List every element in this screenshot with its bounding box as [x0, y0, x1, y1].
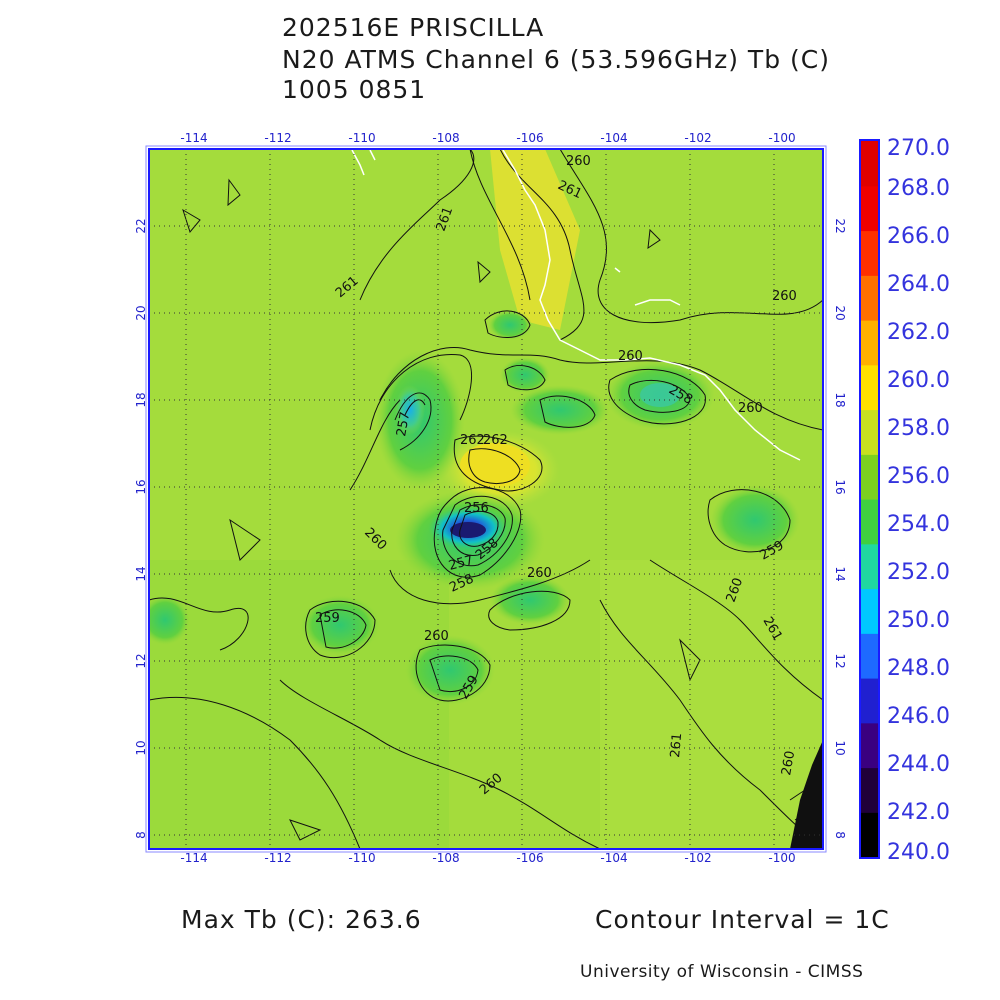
lon-label: -106 [516, 131, 543, 145]
lon-label: -100 [768, 851, 795, 865]
colorbar-segment [861, 185, 878, 232]
lat-label: 8 [833, 831, 847, 839]
contour-label: 260 [424, 629, 449, 644]
colorbar-segment [861, 543, 878, 590]
lat-label: 20 [134, 305, 148, 320]
lat-label: 22 [833, 218, 847, 233]
colorbar-gradient [861, 141, 878, 858]
contour-label: 259 [315, 611, 340, 626]
lon-label: -114 [180, 131, 207, 145]
lon-label: -112 [264, 851, 291, 865]
colorbar-label: 262.0 [887, 320, 950, 345]
contour-label: 260 [566, 154, 591, 169]
lon-label: -102 [684, 131, 711, 145]
lon-label: -102 [684, 851, 711, 865]
contour-label: 260 [772, 289, 797, 304]
lat-label: 8 [134, 831, 148, 839]
lat-labels-left: 8 10 12 14 16 18 20 22 [134, 218, 148, 838]
colorbar-segment [861, 588, 878, 634]
title-storm-name: 202516E PRISCILLA [282, 13, 545, 42]
colorbar-segment [861, 767, 878, 813]
lat-label: 20 [833, 305, 847, 320]
colorbar-segment [861, 275, 878, 321]
contour-label: 257 [447, 553, 475, 574]
lon-labels-bottom: -114 -112 -110 -108 -106 -104 -102 -100 [180, 851, 795, 865]
colorbar-segment [861, 499, 878, 545]
lon-label: -104 [600, 851, 627, 865]
max-tb-text: Max Tb (C): 263.6 [181, 905, 422, 934]
lat-label: 10 [134, 740, 148, 755]
colorbar-label: 250.0 [887, 608, 950, 633]
credit-text: University of Wisconsin - CIMSS [580, 962, 864, 982]
lat-label: 16 [134, 479, 148, 494]
contour-label: 262 [460, 433, 485, 448]
colorbar-label: 264.0 [887, 272, 950, 297]
colorbar-label: 260.0 [887, 368, 950, 393]
lat-labels-right: 8 10 12 14 16 18 20 22 [833, 218, 847, 838]
lon-labels-top: -114 -112 -110 -108 -106 -104 -102 -100 [180, 131, 795, 145]
title-datetime: 1005 0851 [282, 75, 427, 104]
lon-label: -114 [180, 851, 207, 865]
colorbar-segment [861, 722, 878, 769]
colorbar-label: 268.0 [887, 176, 950, 201]
lat-label: 18 [833, 392, 847, 407]
contour-label: 256 [464, 501, 489, 516]
colorbar-segment [861, 141, 878, 187]
lon-label: -108 [432, 851, 459, 865]
colorbar-labels: 270.0 268.0 266.0 264.0 262.0 260.0 258.… [887, 136, 950, 865]
colorbar-segment [861, 320, 878, 366]
colorbar-label: 240.0 [887, 840, 950, 865]
colorbar-frame [859, 139, 880, 859]
contour-label: 257 [394, 411, 413, 438]
lon-label: -110 [348, 851, 375, 865]
lon-label: -108 [432, 131, 459, 145]
title-channel: N20 ATMS Channel 6 (53.596GHz) Tb (C) [282, 45, 830, 74]
coastline [351, 149, 801, 461]
colorbar-label: 242.0 [887, 800, 950, 825]
lat-label: 14 [833, 566, 847, 581]
colorbar-label: 266.0 [887, 224, 950, 249]
colorbar: 270.0 268.0 266.0 264.0 262.0 260.0 258.… [859, 136, 950, 865]
plot-frame-outer [145, 145, 827, 853]
gridlines [149, 149, 823, 849]
plot-frame [148, 148, 824, 850]
colorbar-segment [861, 678, 878, 724]
contour-label: 262 [483, 433, 508, 448]
colorbar-segment [861, 454, 878, 500]
colorbar-label: 270.0 [887, 136, 950, 161]
lat-label: 18 [134, 392, 148, 407]
colorbar-segment [861, 364, 878, 411]
contour-label: 260 [738, 401, 763, 416]
contour-label: 260 [618, 349, 643, 364]
lon-label: -100 [768, 131, 795, 145]
colorbar-segment [861, 633, 878, 679]
colorbar-label: 254.0 [887, 512, 950, 537]
lon-label: -112 [264, 131, 291, 145]
lon-label: -104 [600, 131, 627, 145]
lon-label: -106 [516, 851, 543, 865]
colorbar-segment [861, 409, 878, 455]
lat-label: 22 [134, 218, 148, 233]
contour-lines [149, 149, 823, 849]
colorbar-label: 248.0 [887, 656, 950, 681]
lat-label: 12 [833, 653, 847, 668]
colorbar-label: 246.0 [887, 704, 950, 729]
lat-label: 12 [134, 653, 148, 668]
lat-label: 16 [833, 479, 847, 494]
tb-field [149, 149, 823, 849]
lat-label: 14 [134, 566, 148, 581]
contour-label: 260 [779, 750, 798, 777]
lon-label: -110 [348, 131, 375, 145]
colorbar-segment [861, 812, 878, 858]
colorbar-segment [861, 230, 878, 276]
colorbar-label: 256.0 [887, 464, 950, 489]
contour-interval-text: Contour Interval = 1C [595, 905, 890, 934]
colorbar-label: 252.0 [887, 560, 950, 585]
colorbar-label: 244.0 [887, 752, 950, 777]
lat-label: 10 [833, 740, 847, 755]
colorbar-label: 258.0 [887, 416, 950, 441]
contour-label: 261 [668, 732, 685, 758]
